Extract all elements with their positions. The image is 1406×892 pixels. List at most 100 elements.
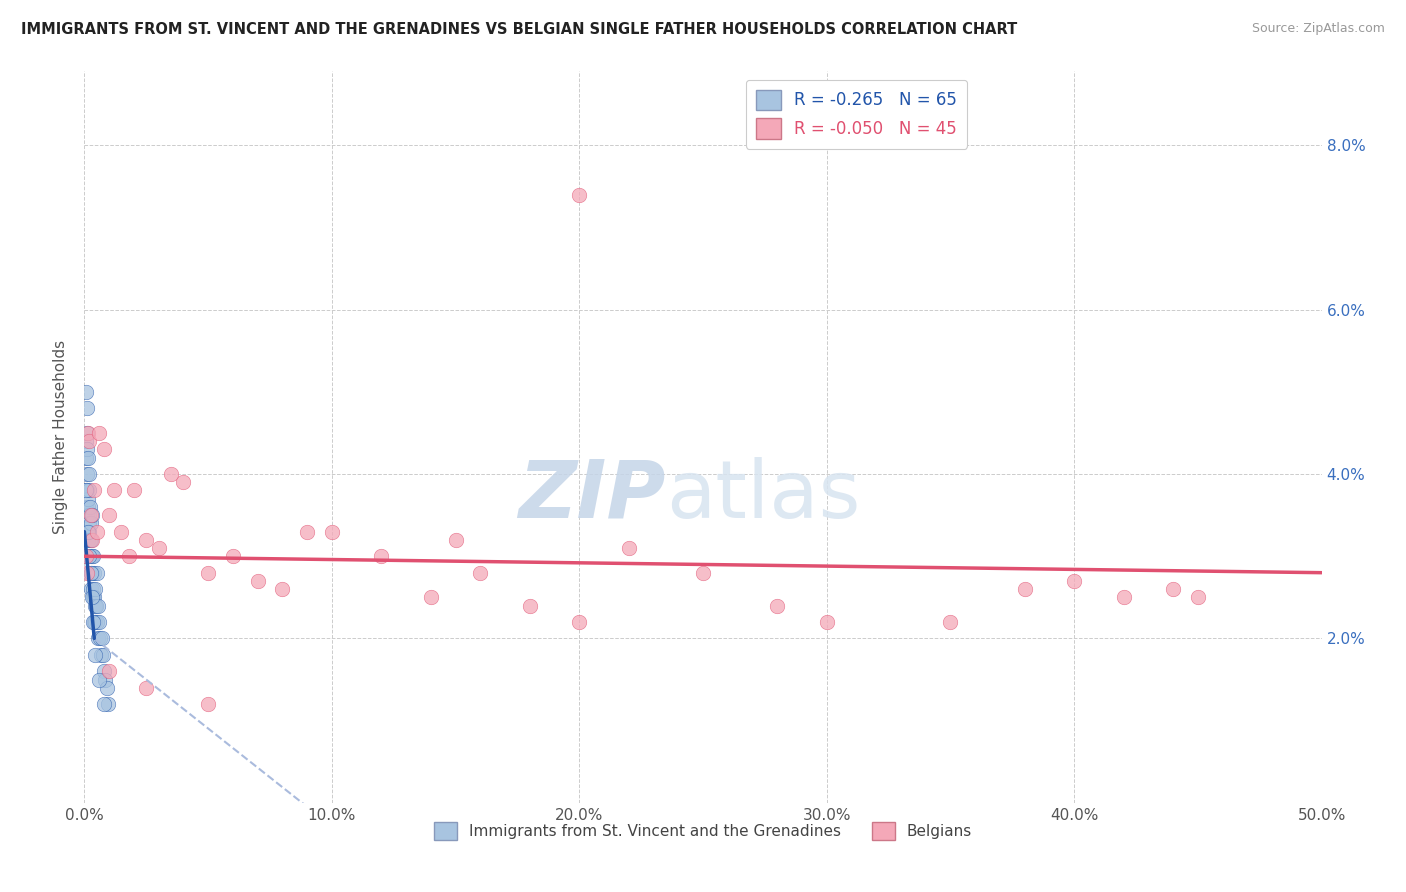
Point bbox=[76, 549, 98, 564]
Point bbox=[79, 582, 101, 596]
Point bbox=[93, 665, 115, 679]
Point bbox=[80, 508, 103, 523]
Point bbox=[96, 681, 118, 695]
Point bbox=[1161, 582, 1184, 596]
Text: ZIP: ZIP bbox=[519, 457, 666, 534]
Point bbox=[815, 615, 838, 629]
Point bbox=[80, 533, 103, 547]
Point bbox=[692, 566, 714, 580]
Text: atlas: atlas bbox=[666, 457, 860, 534]
Point bbox=[75, 450, 97, 465]
Point bbox=[77, 524, 100, 539]
Point bbox=[84, 648, 107, 662]
Point bbox=[79, 508, 101, 523]
Point bbox=[419, 591, 441, 605]
Point bbox=[86, 615, 108, 629]
Point bbox=[617, 541, 640, 555]
Point bbox=[90, 648, 112, 662]
Point bbox=[79, 549, 101, 564]
Y-axis label: Single Father Households: Single Father Households bbox=[53, 340, 69, 534]
Point bbox=[766, 599, 789, 613]
Point bbox=[148, 541, 170, 555]
Point bbox=[89, 632, 111, 646]
Point bbox=[135, 681, 157, 695]
Point bbox=[80, 566, 103, 580]
Point bbox=[444, 533, 467, 547]
Point bbox=[370, 549, 392, 564]
Point bbox=[87, 599, 110, 613]
Point bbox=[75, 434, 97, 449]
Point bbox=[86, 524, 108, 539]
Point bbox=[122, 483, 145, 498]
Point bbox=[103, 483, 125, 498]
Point bbox=[939, 615, 962, 629]
Point bbox=[87, 632, 110, 646]
Point bbox=[83, 483, 105, 498]
Point bbox=[80, 549, 103, 564]
Point bbox=[222, 549, 245, 564]
Point bbox=[79, 516, 101, 531]
Point bbox=[76, 425, 98, 440]
Point bbox=[76, 483, 98, 498]
Point bbox=[89, 425, 111, 440]
Point bbox=[77, 508, 100, 523]
Point bbox=[77, 491, 100, 506]
Point bbox=[84, 599, 107, 613]
Point bbox=[110, 524, 132, 539]
Point bbox=[82, 549, 104, 564]
Legend: Immigrants from St. Vincent and the Grenadines, Belgians: Immigrants from St. Vincent and the Gren… bbox=[427, 815, 979, 847]
Point bbox=[568, 615, 591, 629]
Point bbox=[295, 524, 318, 539]
Point bbox=[83, 615, 105, 629]
Point bbox=[80, 533, 103, 547]
Point bbox=[470, 566, 492, 580]
Point bbox=[75, 549, 97, 564]
Point bbox=[94, 673, 117, 687]
Point bbox=[79, 549, 101, 564]
Point bbox=[76, 442, 98, 457]
Point bbox=[75, 483, 97, 498]
Point bbox=[172, 475, 194, 490]
Point bbox=[77, 467, 100, 481]
Point bbox=[118, 549, 141, 564]
Point bbox=[90, 632, 112, 646]
Point bbox=[80, 591, 103, 605]
Point bbox=[75, 500, 97, 514]
Point bbox=[197, 566, 219, 580]
Point bbox=[82, 615, 104, 629]
Point bbox=[1112, 591, 1135, 605]
Point bbox=[75, 483, 97, 498]
Point bbox=[79, 434, 101, 449]
Point bbox=[271, 582, 294, 596]
Point bbox=[82, 591, 104, 605]
Point bbox=[1187, 591, 1209, 605]
Point bbox=[93, 697, 115, 711]
Point bbox=[76, 524, 98, 539]
Point bbox=[79, 524, 101, 539]
Point bbox=[83, 599, 105, 613]
Point bbox=[76, 401, 98, 416]
Point bbox=[97, 697, 120, 711]
Point bbox=[197, 697, 219, 711]
Point bbox=[77, 450, 100, 465]
Point bbox=[76, 500, 98, 514]
Text: IMMIGRANTS FROM ST. VINCENT AND THE GRENADINES VS BELGIAN SINGLE FATHER HOUSEHOL: IMMIGRANTS FROM ST. VINCENT AND THE GREN… bbox=[21, 22, 1018, 37]
Point bbox=[77, 425, 100, 440]
Text: Source: ZipAtlas.com: Source: ZipAtlas.com bbox=[1251, 22, 1385, 36]
Point bbox=[86, 566, 108, 580]
Point bbox=[93, 442, 115, 457]
Point bbox=[84, 582, 107, 596]
Point bbox=[79, 483, 101, 498]
Point bbox=[1014, 582, 1036, 596]
Point bbox=[76, 467, 98, 481]
Point bbox=[79, 566, 101, 580]
Point bbox=[77, 533, 100, 547]
Point bbox=[568, 187, 591, 202]
Point bbox=[75, 384, 97, 399]
Point bbox=[76, 566, 98, 580]
Point bbox=[1063, 574, 1085, 588]
Point bbox=[82, 566, 104, 580]
Point bbox=[79, 533, 101, 547]
Point bbox=[77, 516, 100, 531]
Point bbox=[519, 599, 541, 613]
